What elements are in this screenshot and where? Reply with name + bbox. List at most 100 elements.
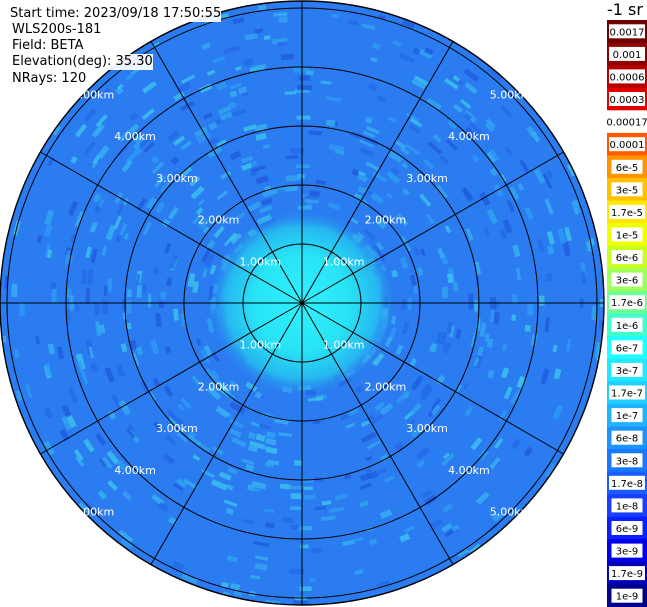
colorbar-label-box <box>609 69 645 84</box>
range-gate-cell <box>461 187 474 202</box>
range-gate-cell <box>401 162 409 169</box>
range-gate-cell <box>552 344 558 353</box>
range-gate-cell <box>19 303 25 316</box>
range-gate-cell <box>95 432 107 446</box>
range-gate-cell <box>282 517 294 524</box>
range-gate-cell <box>486 338 494 348</box>
range-gate-cell <box>121 299 127 311</box>
colorbar-label-box <box>609 385 645 400</box>
range-gate-cell <box>468 544 481 555</box>
colorbar-label: 1e-9 <box>616 592 639 603</box>
range-ring-label: 4.00km <box>448 130 490 143</box>
range-gate-cell <box>166 130 180 142</box>
range-gate-cell <box>320 80 332 85</box>
range-gate-cell <box>173 483 184 492</box>
range-gate-cell <box>290 524 300 530</box>
range-gate-cell <box>103 285 108 297</box>
range-gate-cell <box>405 143 421 156</box>
range-gate-cell <box>365 161 380 172</box>
range-gate-cell <box>395 389 410 404</box>
range-gate-cell <box>499 104 514 119</box>
range-gate-cell <box>511 314 517 321</box>
range-gate-cell <box>468 293 474 310</box>
range-gate-cell <box>420 385 434 401</box>
range-gate-cell <box>210 479 228 491</box>
range-gate-cell <box>107 410 117 420</box>
range-gate-cell <box>177 403 185 411</box>
range-gate-cell <box>351 168 360 177</box>
range-gate-cell <box>296 164 310 169</box>
colorbar-label-box <box>611 453 643 468</box>
range-gate-cell <box>372 467 387 478</box>
range-gate-cell <box>75 455 85 467</box>
range-gate-cell <box>77 360 85 374</box>
range-gate-cell <box>453 103 463 113</box>
range-gate-cell <box>164 345 172 354</box>
range-gate-cell <box>530 131 541 143</box>
range-gate-cell <box>44 362 53 377</box>
range-gate-cell <box>305 195 318 201</box>
range-gate-cell <box>506 199 515 213</box>
range-gate-cell <box>138 136 150 148</box>
range-gate-cell <box>187 272 196 288</box>
range-gate-cell <box>154 174 166 188</box>
range-gate-cell <box>195 207 204 216</box>
range-gate-cell <box>223 499 238 508</box>
range-gate-cell <box>119 223 128 237</box>
range-gate-cell <box>439 155 450 166</box>
range-gate-cell <box>417 47 433 60</box>
colorbar-label-box <box>611 227 643 242</box>
range-gate-cell <box>43 224 53 238</box>
range-gate-cell <box>285 155 299 160</box>
range-gate-cell <box>293 67 310 73</box>
range-gate-cell <box>387 116 397 124</box>
range-gate-cell <box>44 407 53 420</box>
range-gate-cell <box>176 82 191 94</box>
range-gate-cell <box>183 478 198 490</box>
range-gate-cell <box>516 375 526 389</box>
range-gate-cell <box>570 200 581 214</box>
range-gate-cell <box>51 288 57 304</box>
range-ring-label: 2.00km <box>365 214 407 227</box>
colorbar-label: 1.7e-9 <box>611 569 643 580</box>
range-gate-cell <box>107 480 118 491</box>
range-gate-cell <box>13 349 20 359</box>
range-gate-cell <box>399 256 409 270</box>
range-gate-cell <box>117 83 124 90</box>
range-gate-cell <box>155 313 162 328</box>
range-gate-cell <box>186 433 202 447</box>
range-ring-label: 4.00km <box>448 464 490 477</box>
range-gate-cell <box>231 437 247 448</box>
range-gate-cell <box>35 335 40 345</box>
colorbar-label-box <box>609 114 645 129</box>
colorbar-label-box <box>609 46 645 61</box>
range-gate-cell <box>245 381 258 392</box>
range-gate-cell <box>243 124 257 132</box>
range-gate-cell <box>455 384 463 393</box>
range-gate-cell <box>347 19 359 26</box>
range-gate-cell <box>165 434 177 446</box>
range-gate-cell <box>489 167 499 177</box>
range-gate-cell <box>241 155 254 164</box>
range-gate-cell <box>365 455 373 462</box>
range-gate-cell <box>436 331 443 344</box>
range-gate-cell <box>294 460 303 466</box>
range-gate-cell <box>566 164 576 177</box>
range-gate-cell <box>339 413 350 421</box>
range-gate-cell <box>311 547 322 554</box>
range-gate-cell <box>315 179 327 186</box>
range-gate-cell <box>147 293 152 308</box>
range-gate-cell <box>327 201 341 211</box>
range-gate-cell <box>90 248 98 264</box>
range-gate-cell <box>494 437 504 449</box>
range-gate-cell <box>240 162 252 172</box>
range-gate-cell <box>294 596 308 601</box>
range-gate-cell <box>208 121 218 131</box>
range-gate-cell <box>192 281 199 294</box>
range-gate-cell <box>169 254 178 270</box>
range-gate-cell <box>204 252 215 267</box>
range-gate-cell <box>445 139 458 151</box>
range-gate-cell <box>215 81 228 91</box>
range-gate-cell <box>253 541 269 547</box>
